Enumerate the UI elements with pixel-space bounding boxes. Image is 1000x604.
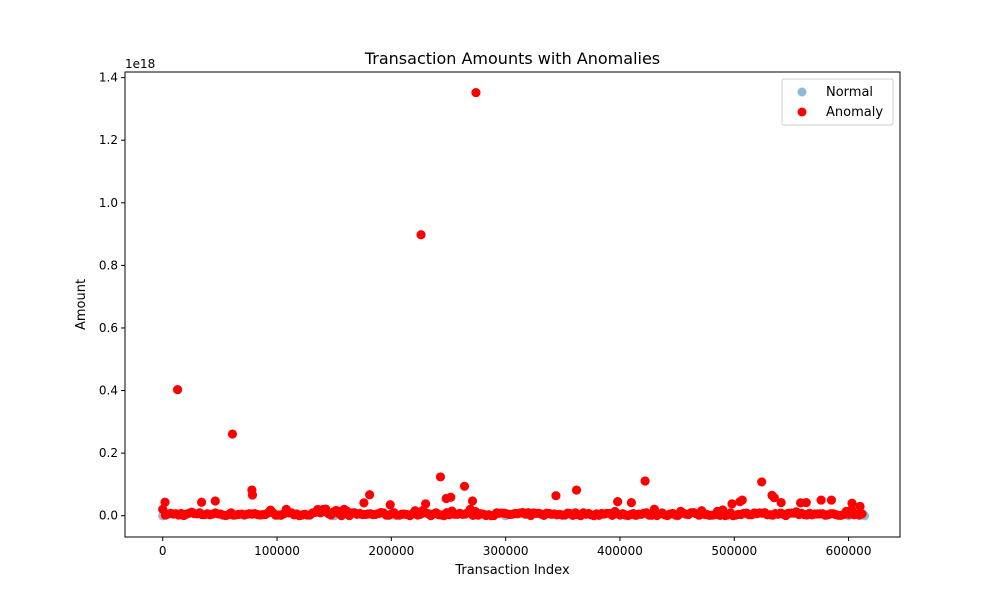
anomaly-point bbox=[160, 497, 170, 507]
anomaly-point bbox=[435, 472, 446, 482]
legend-label-normal: Normal bbox=[826, 85, 873, 100]
anomaly-point bbox=[847, 498, 857, 508]
anomaly-point bbox=[855, 501, 865, 511]
anomaly-point bbox=[172, 385, 183, 395]
y-tick-label: 1.0 bbox=[99, 196, 118, 210]
y-tick-label: 1.2 bbox=[99, 133, 118, 147]
y-offset-label: 1e18 bbox=[125, 57, 155, 71]
anomaly-point bbox=[359, 498, 369, 508]
anomaly-point bbox=[757, 477, 767, 487]
anomaly-point bbox=[776, 497, 786, 508]
x-axis-label: Transaction Index bbox=[454, 563, 570, 578]
x-tick-label: 400000 bbox=[597, 544, 643, 558]
chart-title: Transaction Amounts with Anomalies bbox=[364, 49, 660, 68]
anomaly-point bbox=[467, 496, 478, 506]
anomaly-point bbox=[365, 490, 375, 500]
x-tick-label: 500000 bbox=[711, 544, 757, 558]
y-tick-label: 0.0 bbox=[99, 509, 118, 523]
y-tick-label: 1.4 bbox=[99, 71, 118, 85]
anomaly-point bbox=[769, 492, 779, 503]
anomaly-point bbox=[459, 481, 470, 491]
anomaly-point bbox=[801, 497, 811, 508]
anomaly-point bbox=[196, 497, 207, 507]
x-tick-label: 200000 bbox=[368, 544, 414, 558]
anomaly-point bbox=[816, 495, 826, 505]
x-axis-ticks: 0 100000 200000 300000 400000 500000 600000 bbox=[159, 537, 872, 558]
anomaly-point bbox=[421, 499, 431, 509]
anomaly-band-point bbox=[857, 509, 867, 519]
anomaly-point bbox=[640, 476, 650, 486]
y-tick-label: 0.4 bbox=[99, 384, 118, 398]
anomaly-point bbox=[385, 500, 395, 510]
anomaly-point bbox=[826, 495, 837, 505]
anomaly-points bbox=[158, 88, 867, 521]
y-tick-label: 0.6 bbox=[99, 321, 118, 335]
anomaly-point bbox=[626, 497, 636, 508]
anomaly-point bbox=[551, 491, 561, 501]
x-tick-label: 0 bbox=[159, 544, 167, 558]
legend-marker-normal bbox=[797, 87, 807, 97]
legend-box bbox=[781, 78, 894, 126]
anomaly-point bbox=[613, 497, 623, 507]
y-tick-label: 0.2 bbox=[99, 446, 118, 460]
anomaly-point bbox=[227, 429, 238, 439]
legend-marker-anomaly bbox=[797, 107, 807, 117]
y-tick-label: 0.8 bbox=[99, 258, 118, 272]
anomaly-point bbox=[210, 496, 220, 506]
anomaly-point bbox=[446, 492, 456, 502]
legend-label-anomaly: Anomaly bbox=[826, 105, 883, 120]
y-axis-label: Amount bbox=[74, 279, 89, 330]
y-axis-ticks: 0.0 0.2 0.4 0.6 0.8 1.0 1.2 1.4 bbox=[99, 71, 125, 523]
anomaly-point bbox=[471, 88, 481, 98]
anomaly-point bbox=[571, 485, 582, 495]
x-tick-label: 100000 bbox=[254, 544, 300, 558]
anomaly-point bbox=[416, 230, 426, 240]
anomaly-point bbox=[737, 495, 747, 505]
x-tick-label: 600000 bbox=[826, 544, 872, 558]
anomaly-point bbox=[247, 490, 258, 500]
plot-area-frame bbox=[124, 71, 901, 538]
anomaly-point bbox=[727, 499, 737, 509]
legend: Normal Anomaly bbox=[781, 78, 894, 126]
x-tick-label: 300000 bbox=[483, 544, 529, 558]
